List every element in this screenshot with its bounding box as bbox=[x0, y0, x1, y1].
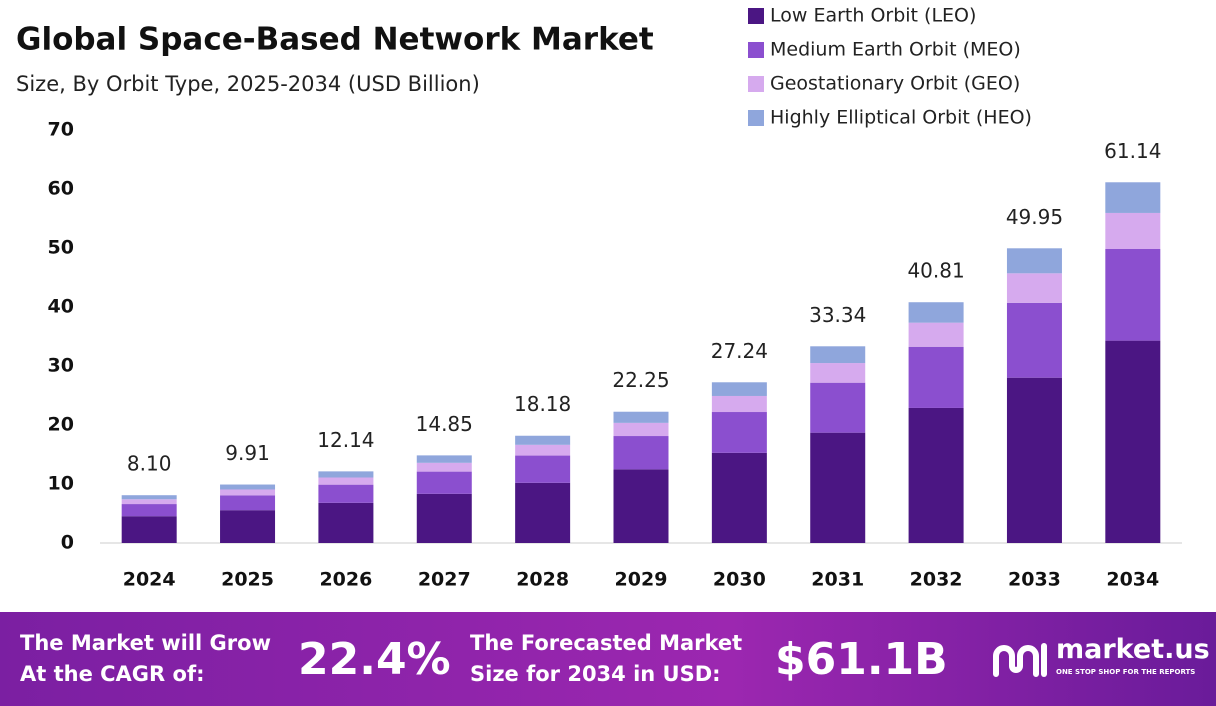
logo-icon bbox=[993, 643, 1047, 677]
total-label: 18.18 bbox=[514, 392, 571, 416]
bar-segment bbox=[515, 435, 571, 445]
bar-segment bbox=[220, 489, 276, 496]
brand: market.us bbox=[1056, 634, 1210, 665]
forecast-text-1: The Forecasted Market bbox=[470, 631, 743, 655]
x-tick-label: 2030 bbox=[713, 569, 766, 591]
total-label: 12.14 bbox=[317, 428, 374, 452]
legend-swatch bbox=[748, 8, 764, 24]
bar-segment bbox=[1105, 182, 1161, 213]
legend-label: Low Earth Orbit (LEO) bbox=[770, 5, 976, 27]
total-label: 27.24 bbox=[711, 339, 768, 363]
bar-segment bbox=[810, 432, 866, 543]
total-label: 22.25 bbox=[612, 368, 669, 392]
legend-swatch bbox=[748, 42, 764, 58]
bar-segment bbox=[908, 346, 964, 408]
legend-label: Highly Elliptical Orbit (HEO) bbox=[770, 107, 1032, 129]
bar-segment bbox=[613, 469, 669, 543]
bar-segment bbox=[515, 455, 571, 483]
x-tick-label: 2028 bbox=[516, 569, 569, 591]
y-tick-label: 50 bbox=[48, 237, 74, 259]
y-tick-label: 60 bbox=[48, 178, 74, 200]
legend-swatch bbox=[748, 76, 764, 92]
bar-segment bbox=[121, 499, 177, 505]
bar-segment bbox=[1105, 249, 1161, 341]
y-tick-label: 0 bbox=[61, 532, 74, 554]
bar-segment bbox=[1105, 212, 1161, 250]
bar-segment bbox=[613, 411, 669, 423]
bar-segment bbox=[416, 471, 472, 494]
bar-segment bbox=[613, 422, 669, 437]
x-tick-label: 2031 bbox=[811, 569, 864, 591]
bar-segment bbox=[121, 504, 177, 517]
total-label: 40.81 bbox=[907, 259, 964, 283]
bar-segment bbox=[220, 495, 276, 511]
y-tick-label: 70 bbox=[48, 119, 74, 141]
legend-swatch bbox=[748, 110, 764, 126]
x-tick-label: 2033 bbox=[1008, 569, 1061, 591]
chart-title: Global Space-Based Network Market bbox=[16, 22, 654, 58]
y-tick-label: 30 bbox=[48, 355, 74, 377]
bar-segment bbox=[318, 477, 374, 485]
forecast-text: The Forecasted Market Size for 2034 in US… bbox=[470, 628, 742, 690]
bar-segment bbox=[121, 516, 177, 543]
total-label: 8.10 bbox=[127, 452, 172, 476]
y-tick-label: 20 bbox=[48, 414, 74, 436]
bar-segment bbox=[1006, 377, 1062, 543]
bar-segment bbox=[318, 484, 374, 503]
chart: Global Space-Based Network Market Size, … bbox=[16, 5, 1182, 591]
bar-segment bbox=[515, 444, 571, 456]
x-tick-label: 2032 bbox=[910, 569, 963, 591]
x-tick-label: 2024 bbox=[123, 569, 176, 591]
y-tick-label: 40 bbox=[48, 296, 74, 318]
y-tick-label: 10 bbox=[48, 473, 74, 495]
bar-segment bbox=[220, 510, 276, 543]
total-label: 9.91 bbox=[225, 441, 270, 465]
bar-segment bbox=[711, 412, 767, 453]
cagr-value: 22.4% bbox=[298, 634, 451, 685]
legend-label: Geostationary Orbit (GEO) bbox=[770, 73, 1020, 95]
bar-segment bbox=[613, 436, 669, 470]
cagr-text-2: At the CAGR of: bbox=[20, 662, 205, 686]
bar-segment bbox=[810, 346, 866, 364]
bar-segment bbox=[711, 452, 767, 543]
x-tick-label: 2025 bbox=[221, 569, 274, 591]
bar-segment bbox=[416, 462, 472, 472]
legend-label: Medium Earth Orbit (MEO) bbox=[770, 39, 1021, 61]
bar-segment bbox=[810, 363, 866, 383]
cagr-text: The Market will Grow At the CAGR of: bbox=[20, 628, 271, 690]
bar-segment bbox=[1006, 302, 1062, 378]
cagr-text-1: The Market will Grow bbox=[20, 631, 271, 655]
bar-segment bbox=[515, 482, 571, 543]
total-label: 61.14 bbox=[1104, 139, 1161, 163]
chart-subtitle: Size, By Orbit Type, 2025-2034 (USD Bill… bbox=[16, 72, 480, 96]
bar-segment bbox=[908, 302, 964, 323]
footer: The Market will Grow At the CAGR of: 22.4… bbox=[0, 612, 1216, 706]
bar-segment bbox=[416, 493, 472, 543]
bar-segment bbox=[908, 407, 964, 543]
bar-segment bbox=[318, 502, 374, 543]
x-tick-label: 2029 bbox=[615, 569, 668, 591]
bar-segment bbox=[1006, 273, 1062, 303]
forecast-value: $61.1B bbox=[775, 634, 948, 685]
tagline: ONE STOP SHOP FOR THE REPORTS bbox=[1056, 668, 1196, 676]
bar-segment bbox=[1105, 340, 1161, 543]
bar-segment bbox=[908, 322, 964, 347]
forecast-text-2: Size for 2034 in USD: bbox=[470, 662, 721, 686]
bar-segment bbox=[416, 455, 472, 463]
x-tick-label: 2034 bbox=[1106, 569, 1159, 591]
bar-segment bbox=[810, 382, 866, 433]
bar-segment bbox=[711, 395, 767, 413]
x-tick-label: 2027 bbox=[418, 569, 471, 591]
total-label: 49.95 bbox=[1006, 205, 1063, 229]
bar-segment bbox=[711, 382, 767, 396]
total-label: 33.34 bbox=[809, 303, 866, 327]
x-tick-label: 2026 bbox=[319, 569, 372, 591]
bar-segment bbox=[121, 495, 177, 500]
bar-segment bbox=[1006, 248, 1062, 274]
bar-segment bbox=[220, 484, 276, 490]
bar-segment bbox=[318, 471, 374, 478]
total-label: 14.85 bbox=[416, 412, 473, 436]
